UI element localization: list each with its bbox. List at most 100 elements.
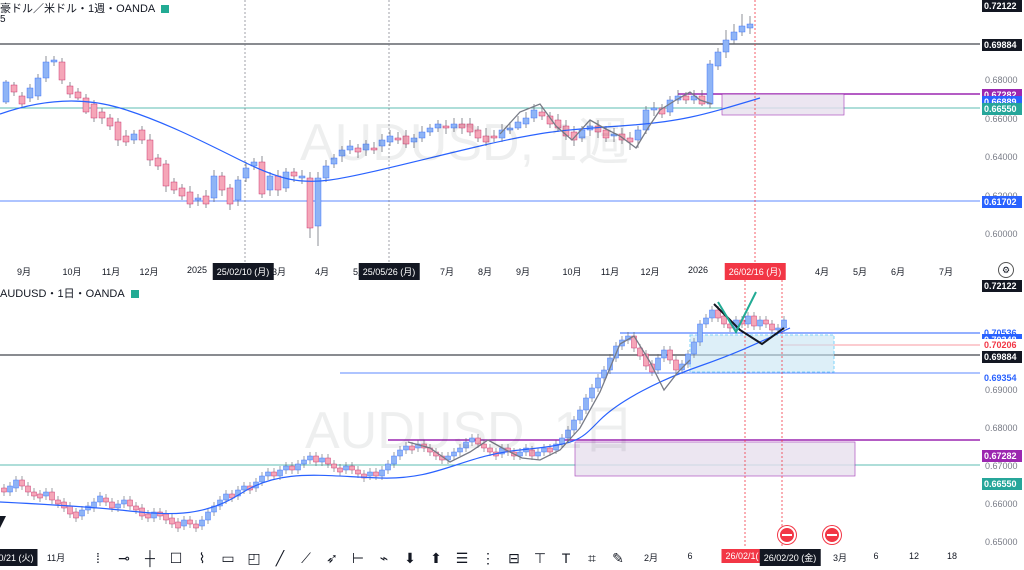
price-scale-tick: 0.69000 bbox=[985, 385, 1018, 395]
candle-body bbox=[434, 123, 442, 129]
arrow-marker-icon[interactable]: ➶ bbox=[326, 549, 338, 566]
daily-chart-canvas[interactable] bbox=[0, 280, 1024, 570]
time-axis-tick: 2026 bbox=[687, 265, 709, 275]
candle-body bbox=[331, 463, 337, 469]
daily-price-axis[interactable]: 0.69000 0.68000 0.67000 0.66000 0.65000 0.721… bbox=[980, 280, 1024, 550]
callout-icon[interactable]: ☐ bbox=[169, 549, 183, 566]
price-label: 0.66550 bbox=[982, 478, 1022, 491]
zone-rectangle bbox=[574, 441, 856, 477]
candle-body bbox=[307, 455, 313, 461]
candle-body bbox=[571, 419, 577, 431]
candle-body bbox=[211, 505, 217, 513]
candle-body bbox=[506, 127, 514, 131]
candle-body bbox=[82, 97, 90, 113]
candle-body bbox=[145, 513, 151, 519]
candle-body bbox=[319, 457, 325, 463]
rectangle-icon[interactable]: ▭ bbox=[221, 549, 235, 566]
candle-body bbox=[565, 429, 571, 439]
ray-icon[interactable]: ⟋ bbox=[301, 549, 311, 566]
fib-retracement-icon[interactable]: ☰ bbox=[455, 549, 469, 566]
candle-body bbox=[529, 449, 535, 457]
candle-body bbox=[595, 377, 601, 389]
drawing-toolbar: ⁞ ⊸ ┼ ☐ ⌇ ▭ ◰ ╱ ⟋ ➶ ⊢ ⌁ ⬇ ⬆ ☰ ⋮ ⊟ ⊤ T ⌗ ✎ bbox=[86, 546, 630, 570]
candle-body bbox=[234, 179, 242, 201]
candle-body bbox=[338, 149, 346, 157]
market-open-icon bbox=[130, 290, 139, 299]
trend-drawing bbox=[717, 291, 757, 335]
time-axis-tick: 2025 bbox=[186, 265, 208, 275]
candle-body bbox=[127, 499, 133, 507]
horizontal-ray-icon[interactable]: ⊢ bbox=[351, 549, 365, 566]
candle-body bbox=[1, 487, 7, 493]
path-icon[interactable]: ⌁ bbox=[379, 549, 389, 566]
candle-body bbox=[290, 171, 298, 177]
candle-body bbox=[738, 25, 746, 33]
candle-body bbox=[577, 409, 583, 421]
arrow-up-icon[interactable]: ⬆ bbox=[430, 549, 442, 566]
candle-body bbox=[186, 191, 194, 205]
time-axis-tick: 7月 bbox=[439, 267, 455, 277]
candle-body bbox=[226, 187, 234, 205]
candle-body bbox=[18, 95, 26, 105]
economic-event-icon[interactable] bbox=[778, 526, 796, 544]
time-axis-tick: 12月 bbox=[139, 267, 159, 277]
dots-handle-icon[interactable]: ⁞ bbox=[96, 550, 100, 566]
candle-body bbox=[466, 123, 474, 133]
candle-body bbox=[97, 495, 103, 503]
weekly-watermark: AUDUSD, 1週 bbox=[300, 114, 630, 172]
candle-body bbox=[370, 147, 378, 151]
price-scale-tick: 0.66000 bbox=[985, 499, 1018, 509]
pitchfork-icon[interactable]: ⋮ bbox=[481, 549, 495, 566]
candle-body bbox=[781, 319, 787, 329]
daily-time-axis[interactable]: 11月 2月 6 3月 6 12 18 0/21 (火) 26/02/1(26/02/20 (金… bbox=[0, 548, 1000, 566]
weekly-chart-pane[interactable]: 豪ドル／米ドル・1週・OANDA 5 AUDUSD, 1週 0.68000 0.6… bbox=[0, 0, 1024, 281]
candle-body bbox=[175, 521, 181, 529]
price-range-icon[interactable]: ⌗ bbox=[588, 549, 596, 566]
price-label: 0.61702 bbox=[982, 196, 1022, 209]
weekly-chart-canvas[interactable] bbox=[0, 0, 1024, 280]
candle-body bbox=[133, 505, 139, 511]
candle-body bbox=[469, 437, 475, 443]
candle-body bbox=[50, 59, 58, 63]
candle-body bbox=[487, 447, 493, 453]
candle-body bbox=[218, 175, 226, 191]
economic-event-icon[interactable] bbox=[823, 526, 841, 544]
candle-body bbox=[298, 175, 306, 179]
daily-legend-title: AUDUSD・1日・OANDA bbox=[0, 288, 125, 300]
daily-chart-pane[interactable]: AUDUSD・1日・OANDA AUDUSD, 1日 0.69000 0.6800… bbox=[0, 280, 1024, 570]
candle-body bbox=[410, 137, 418, 143]
candle-body bbox=[394, 137, 402, 141]
weekly-time-axis[interactable]: 9月 10月 11月 12月 2025 3月 4月 5月 7月 8月 9月 10月 11月 12月 2026… bbox=[0, 262, 1000, 280]
range-icon[interactable]: ⊤ bbox=[533, 549, 547, 566]
candle-body bbox=[673, 359, 679, 371]
vertical-line-icon[interactable]: ⊸ bbox=[118, 549, 130, 566]
zone-rectangle bbox=[721, 93, 845, 116]
candle-body bbox=[2, 81, 10, 103]
weekly-price-axis[interactable]: 0.68000 0.66000 0.64000 0.62000 0.60000 0.721… bbox=[980, 0, 1024, 262]
candle-body bbox=[58, 61, 66, 81]
candle-body bbox=[451, 451, 457, 457]
trendline-icon[interactable]: ╱ bbox=[275, 549, 285, 566]
arrow-down-icon[interactable]: ⬇ bbox=[404, 549, 416, 566]
candle-body bbox=[642, 109, 650, 131]
text-icon[interactable]: T bbox=[561, 550, 571, 566]
candle-body bbox=[379, 469, 385, 477]
candle-body bbox=[43, 491, 49, 497]
candle-body bbox=[10, 84, 18, 93]
candle-body bbox=[769, 323, 775, 331]
cross-line-icon[interactable]: ┼ bbox=[145, 550, 155, 566]
candle-body bbox=[109, 501, 115, 509]
candle-body bbox=[402, 135, 410, 145]
polyline-icon[interactable]: ⌇ bbox=[198, 549, 206, 566]
rotated-rectangle-icon[interactable]: ◰ bbox=[247, 549, 261, 566]
candle-body bbox=[650, 107, 658, 111]
candle-body bbox=[19, 479, 25, 487]
candle-body bbox=[403, 445, 409, 451]
settings-gear-icon[interactable]: ⚙ bbox=[998, 262, 1014, 278]
candle-body bbox=[757, 319, 763, 327]
parallel-channel-icon[interactable]: ⊟ bbox=[508, 549, 520, 566]
candle-body bbox=[426, 127, 434, 133]
price-label: 0.67282 bbox=[982, 450, 1022, 463]
candle-body bbox=[703, 317, 709, 325]
brush-icon[interactable]: ✎ bbox=[612, 549, 624, 566]
